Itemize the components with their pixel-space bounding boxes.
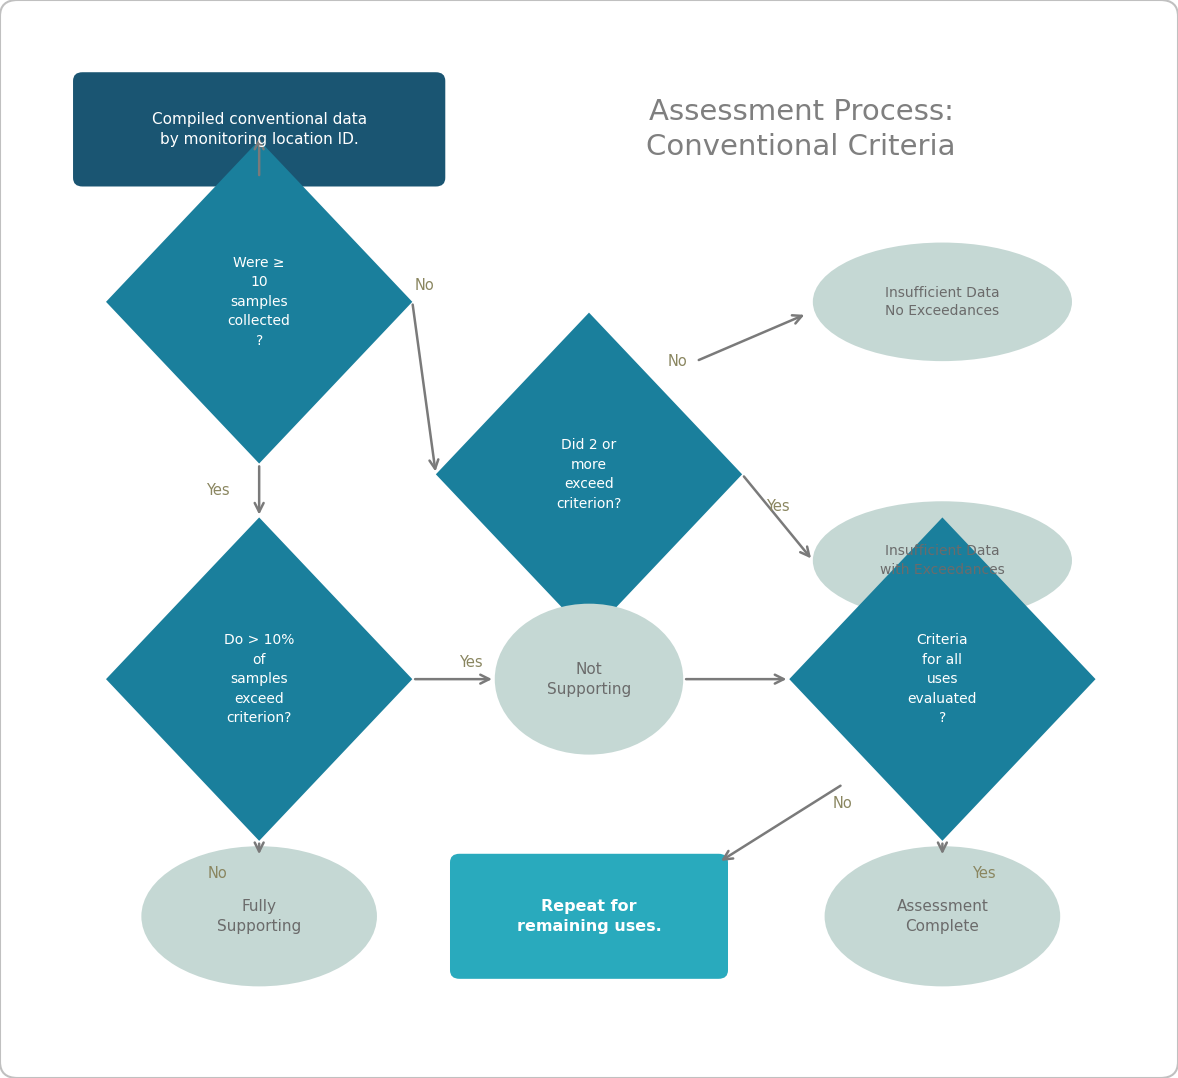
Text: Yes: Yes bbox=[459, 655, 483, 671]
Text: Did 2 or
more
exceed
criterion?: Did 2 or more exceed criterion? bbox=[556, 438, 622, 511]
Text: Yes: Yes bbox=[206, 483, 230, 498]
Text: Insufficient Data
with Exceedances: Insufficient Data with Exceedances bbox=[880, 544, 1005, 577]
Ellipse shape bbox=[825, 846, 1060, 986]
Text: Yes: Yes bbox=[972, 866, 995, 881]
Text: Yes: Yes bbox=[766, 499, 789, 514]
Text: Assessment
Complete: Assessment Complete bbox=[896, 899, 988, 934]
Polygon shape bbox=[106, 140, 412, 464]
Text: Assessment Process:
Conventional Criteria: Assessment Process: Conventional Criteri… bbox=[647, 98, 955, 161]
Text: No: No bbox=[209, 866, 227, 881]
FancyBboxPatch shape bbox=[73, 72, 445, 186]
Polygon shape bbox=[436, 313, 742, 636]
Text: Fully
Supporting: Fully Supporting bbox=[217, 899, 302, 934]
Text: No: No bbox=[668, 354, 687, 369]
Polygon shape bbox=[789, 517, 1096, 841]
Text: Criteria
for all
uses
evaluated
?: Criteria for all uses evaluated ? bbox=[908, 633, 977, 725]
Text: Compiled conventional data
by monitoring location ID.: Compiled conventional data by monitoring… bbox=[152, 112, 366, 147]
Ellipse shape bbox=[495, 604, 683, 755]
Ellipse shape bbox=[141, 846, 377, 986]
Text: No: No bbox=[833, 796, 852, 811]
Text: Were ≥
10
samples
collected
?: Were ≥ 10 samples collected ? bbox=[227, 255, 291, 348]
Polygon shape bbox=[106, 517, 412, 841]
Text: Repeat for
remaining uses.: Repeat for remaining uses. bbox=[517, 899, 661, 934]
Text: No: No bbox=[415, 278, 434, 293]
FancyBboxPatch shape bbox=[450, 854, 728, 979]
Text: Do > 10%
of
samples
exceed
criterion?: Do > 10% of samples exceed criterion? bbox=[224, 633, 294, 725]
Text: Not
Supporting: Not Supporting bbox=[547, 662, 631, 696]
Text: Insufficient Data
No Exceedances: Insufficient Data No Exceedances bbox=[885, 286, 1000, 318]
Ellipse shape bbox=[813, 243, 1072, 361]
Ellipse shape bbox=[813, 501, 1072, 620]
